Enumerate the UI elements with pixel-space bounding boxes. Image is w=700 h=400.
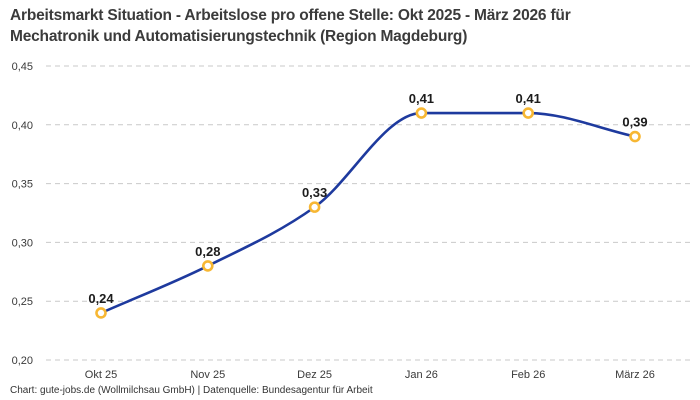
x-axis-tick-label: Dez 25 (297, 369, 332, 381)
x-axis-tick-label: März 26 (615, 369, 655, 381)
data-line (99, 111, 637, 315)
attribution-text: Chart: gute-jobs.de (Wollmilchsau GmbH) … (10, 385, 373, 396)
x-axis-tick-label: Feb 26 (511, 369, 545, 381)
data-point-marker (308, 201, 321, 213)
y-axis-tick-label: 0,35 (12, 179, 33, 191)
data-point-marker (629, 130, 641, 143)
x-axis-tick-label: Okt 25 (85, 369, 117, 381)
x-axis-tick-label: Nov 25 (190, 369, 225, 381)
data-point-value-label: 0,41 (409, 91, 434, 106)
y-axis-tick-label: 0,30 (12, 237, 33, 249)
data-point-marker (95, 307, 107, 319)
y-axis-tick-label: 0,45 (12, 61, 33, 73)
data-point-value-label: 0,24 (88, 291, 114, 306)
data-point-value-label: 0,28 (195, 244, 220, 259)
data-point-value-label: 0,41 (516, 91, 541, 106)
y-axis-tick-label: 0,40 (12, 120, 33, 132)
data-point-marker (522, 107, 535, 119)
y-axis-tick-label: 0,20 (12, 355, 33, 367)
y-axis-tick-label: 0,25 (12, 296, 33, 308)
data-point-marker (415, 107, 428, 119)
x-axis-tick-label: Jan 26 (405, 369, 438, 381)
chart-title: Arbeitsmarkt Situation - Arbeitslose pro… (10, 7, 571, 45)
data-point-value-label: 0,33 (302, 185, 327, 200)
data-point-marker (202, 260, 214, 272)
data-point-value-label: 0,39 (622, 115, 647, 130)
